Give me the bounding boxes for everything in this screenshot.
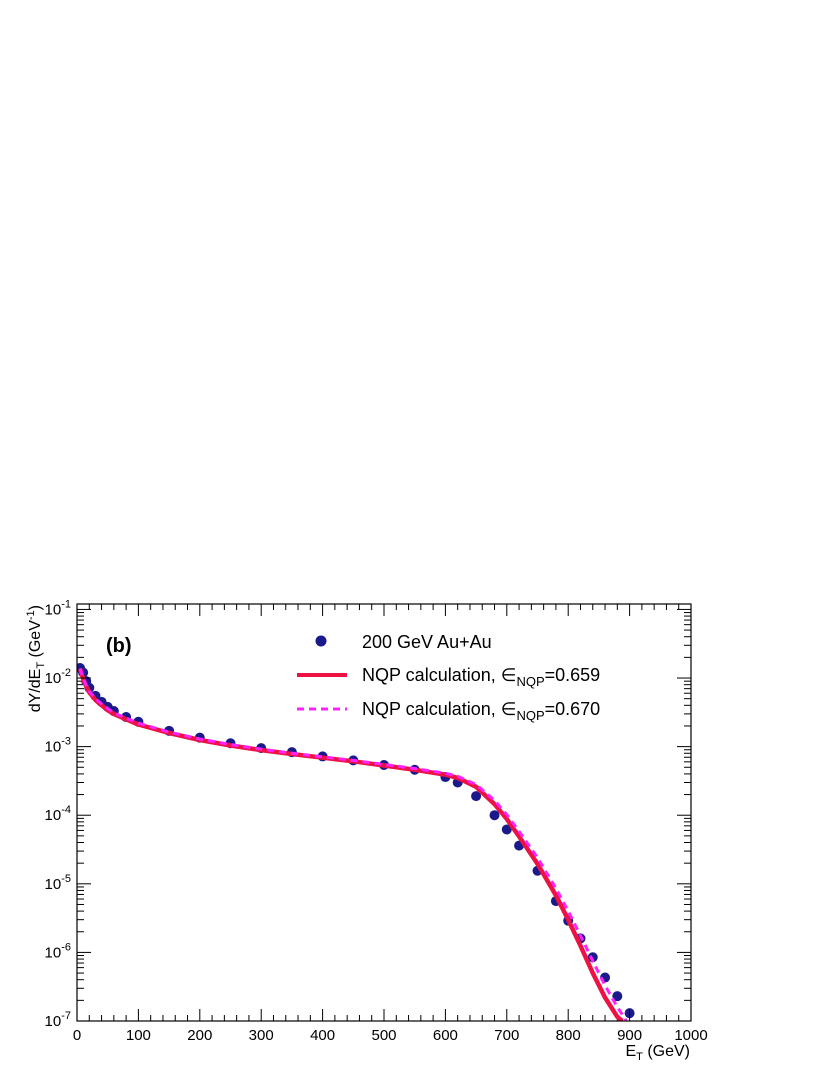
data-point [489, 810, 500, 821]
y-tick-label: 10-2 [45, 667, 71, 687]
x-tick-label: 800 [556, 1027, 581, 1044]
x-tick-label: 900 [617, 1027, 642, 1044]
x-tick-label: 600 [433, 1027, 458, 1044]
panel-label: (b) [106, 635, 132, 657]
y-tick-label: 10-1 [45, 598, 71, 618]
data-point [612, 991, 623, 1002]
y-axis-ticks: 10-7 10-6 10-5 10-4 10-3 10-2 10-1 [45, 598, 691, 1030]
x-axis-title: ET (GeV) [625, 1043, 690, 1063]
series-line-nqp-0670 [78, 667, 628, 1021]
x-axis-ticks: 0 100 200 300 400 500 600 700 800 900 1000 [73, 604, 708, 1044]
y-tick-label: 10-5 [45, 873, 71, 893]
minor-ticks [77, 604, 691, 1021]
x-tick-label: 700 [494, 1027, 519, 1044]
legend-label-nqp-0670: NQP calculation, ∈NQP=0.670 [362, 699, 600, 723]
legend-entry-nqp-0659: NQP calculation, ∈NQP=0.659 [297, 665, 600, 689]
x-tick-label: 200 [187, 1027, 212, 1044]
y-tick-label: 10-4 [45, 804, 71, 824]
y-tick-label: 10-6 [45, 941, 71, 961]
y-axis-title: dY/dET (GeV-1) [25, 605, 47, 712]
legend: 200 GeV Au+Au NQP calculation, ∈NQP=0.65… [297, 632, 600, 723]
x-tick-label: 400 [310, 1027, 335, 1044]
legend-marker-data [315, 635, 327, 647]
x-tick-label: 500 [371, 1027, 396, 1044]
x-tick-label: 0 [73, 1027, 81, 1044]
data-point [587, 952, 598, 963]
legend-entry-data: 200 GeV Au+Au [315, 632, 492, 652]
y-tick-label: 10-7 [45, 1010, 71, 1030]
y-tick-label: 10-3 [45, 736, 71, 756]
legend-label-data: 200 GeV Au+Au [362, 632, 492, 652]
data-point [501, 824, 512, 835]
legend-entry-nqp-0670: NQP calculation, ∈NQP=0.670 [297, 699, 600, 723]
legend-label-nqp-0659: NQP calculation, ∈NQP=0.659 [362, 665, 600, 689]
data-point [471, 791, 482, 802]
x-tick-label: 300 [249, 1027, 274, 1044]
x-tick-label: 100 [126, 1027, 151, 1044]
data-series [77, 663, 635, 1021]
x-tick-label: 1000 [674, 1027, 707, 1044]
